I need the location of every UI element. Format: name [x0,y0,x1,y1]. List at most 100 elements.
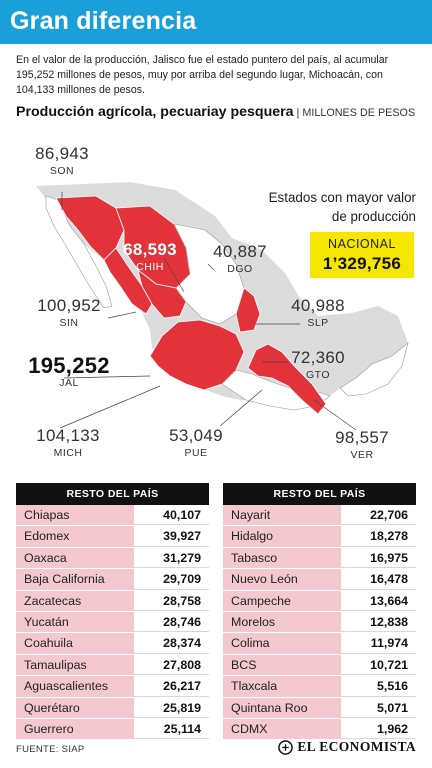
table-cell-state: Campeche [223,590,341,611]
intro-text: En el valor de la producción, Jalisco fu… [16,54,389,96]
table-row: Chiapas 40,107 [16,505,209,527]
table-cell-state: Chiapas [16,505,134,526]
table-row: Guerrero 25,114 [16,718,209,741]
table-cell-value: 28,758 [134,590,209,611]
code-jal: JAL [59,377,79,389]
table-row: Hidalgo 18,278 [223,526,416,548]
table-row: Campeche 13,664 [223,590,416,612]
table-row: Zacatecas 28,758 [16,590,209,612]
table-cell-value: 13,664 [341,590,416,611]
table-row: Tlaxcala 5,516 [223,676,416,698]
table-row: Colima 11,974 [223,633,416,655]
table-resto-left: RESTO DEL PAÍS Chiapas 40,107 Edomex 39,927… [16,483,209,741]
table-cell-value: 29,709 [134,569,209,590]
source-note: FUENTE: SIAP [16,744,85,755]
code-dgo: DGO [227,263,253,275]
table-cell-state: Nuevo León [223,569,341,590]
label-pue: 53,049 PUE [164,426,228,460]
table-row: Tabasco 16,975 [223,547,416,570]
map-yucatan [339,342,409,397]
code-slp: SLP [307,317,329,329]
table-cell-state: Yucatán [16,611,134,633]
value-ver: 98,557 [335,428,389,447]
label-dgo: 40,887 DGO [208,242,272,276]
side-title-line2: de producción [331,209,416,224]
table-cell-value: 28,374 [134,633,209,654]
table-cell-value: 25,819 [134,697,209,718]
map-state-jal-mich-gto [149,319,245,391]
table-cell-value: 5,516 [341,676,416,697]
label-sin: 100,952 SIN [32,296,106,330]
table-cell-value: 16,478 [341,569,416,590]
table-cell-value: 1,962 [341,718,416,740]
value-pue: 53,049 [169,426,223,445]
table-cell-state: Quintana Roo [223,697,341,718]
table-row: Querétaro 25,819 [16,697,209,719]
table-cell-state: Morelos [223,611,341,633]
table-cell-value: 18,278 [341,526,416,547]
table-cell-value: 5,071 [341,697,416,718]
table-cell-value: 16,975 [341,547,416,569]
label-slp: 40,988 SLP [286,296,350,330]
header-bar: Gran diferencia [0,0,432,44]
table-cell-state: Tlaxcala [223,676,341,697]
map-leader-lines [59,192,357,431]
table-cell-value: 11,974 [341,633,416,654]
value-son: 86,943 [35,144,89,163]
table-row: Quintana Roo 5,071 [223,697,416,719]
table-cell-value: 31,279 [134,547,209,569]
table-cell-value: 28,746 [134,611,209,633]
code-son: SON [49,165,75,177]
table-cell-value: 26,217 [134,676,209,697]
table-cell-state: Nayarit [223,505,341,526]
side-title-line1: Estados con mayor valor [268,190,416,205]
table-resto-right: RESTO DEL PAÍS Nayarit 22,706 Hidalgo 18,27… [223,483,416,741]
table-cell-value: 22,706 [341,505,416,526]
table-cell-state: Guerrero [16,718,134,740]
table-cell-state: Coahuila [16,633,134,654]
map-state-slp [235,287,261,333]
table-cell-value: 27,808 [134,654,209,676]
table-cell-value: 25,114 [134,718,209,740]
table-row: Coahuila 28,374 [16,633,209,655]
nacional-box: NACIONAL 1’329,756 [310,232,414,278]
map-state-pue-ver [247,343,327,415]
map-other-states [173,223,245,325]
el-economista-logo-icon [278,739,294,755]
code-sin: SIN [59,317,79,329]
table-row: Yucatán 28,746 [16,611,209,634]
page-title: Gran diferencia [10,7,197,35]
label-chih: 68,593 CHIH [118,240,182,274]
label-mich: 104,133 MICH [30,426,106,460]
value-chih: 68,593 [123,240,177,259]
value-dgo: 40,887 [213,242,267,261]
table-cell-state: Hidalgo [223,526,341,547]
value-gto: 72,360 [291,348,345,367]
brand-name: EL ECONOMISTA [297,739,416,754]
table-header-right: RESTO DEL PAÍS [223,483,416,505]
table-cell-state: BCS [223,654,341,676]
chart-title: Producción agrícola, pecuariay pesquera [16,104,294,120]
table-cell-state: Aguascalientes [16,676,134,697]
table-row: BCS 10,721 [223,654,416,677]
table-row: Nayarit 22,706 [223,505,416,527]
value-sin: 100,952 [37,296,101,315]
nacional-label: NACIONAL [328,237,396,251]
table-row: Nuevo León 16,478 [223,569,416,591]
value-jal: 195,252 [28,353,110,378]
table-cell-state: Edomex [16,526,134,547]
table-row: Aguascalientes 26,217 [16,676,209,698]
table-cell-state: Colima [223,633,341,654]
code-pue: PUE [184,447,208,459]
brand-logo: EL ECONOMISTA [278,739,416,755]
table-cell-state: Tabasco [223,547,341,569]
table-cell-state: CDMX [223,718,341,740]
table-row: Baja California 29,709 [16,569,209,591]
table-cell-value: 12,838 [341,611,416,633]
map-baja-peninsula [45,195,113,309]
map-state-sin [103,247,153,315]
nacional-value: 1’329,756 [322,254,402,273]
code-mich: MICH [53,447,83,459]
table-row: Tamaulipas 27,808 [16,654,209,677]
table-header-left: RESTO DEL PAÍS [16,483,209,505]
